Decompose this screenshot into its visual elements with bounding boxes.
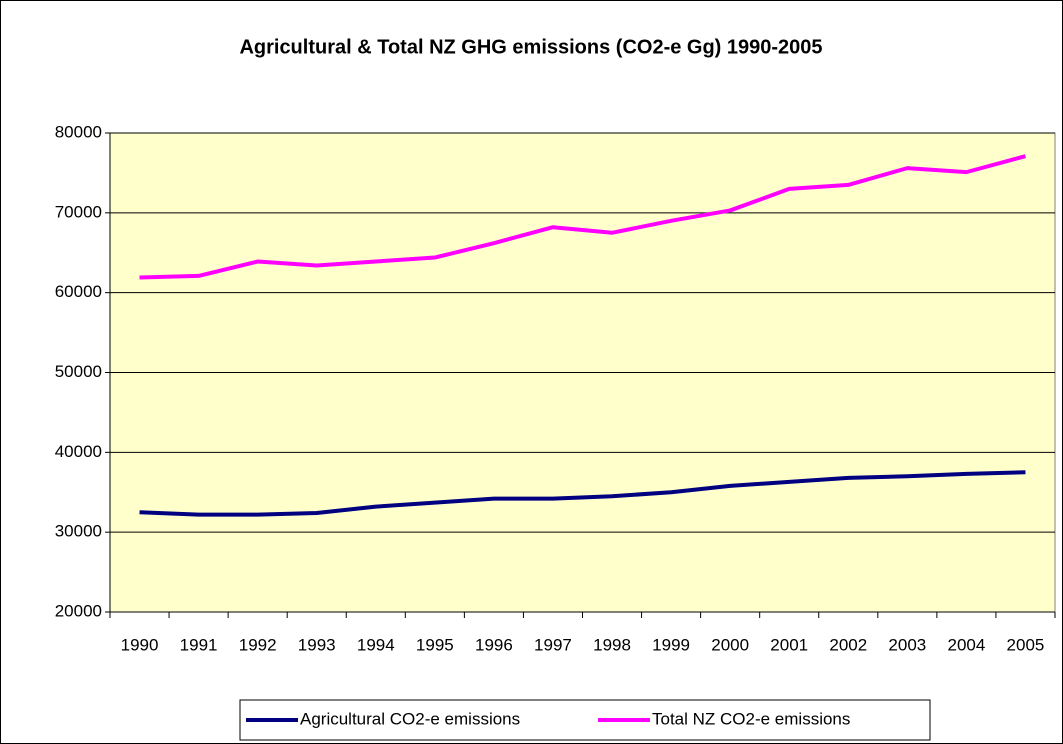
y-tick-label: 50000: [55, 362, 102, 381]
x-tick-label: 2003: [888, 635, 926, 654]
series-line: [139, 470, 1026, 517]
y-tick-label: 80000: [55, 122, 102, 141]
y-tick-label: 40000: [55, 442, 102, 461]
x-tick-label: 1992: [239, 635, 277, 654]
x-tick-label: 1996: [475, 635, 513, 654]
x-tick-label: 1990: [121, 635, 159, 654]
x-tick-label: 2004: [947, 635, 985, 654]
legend-box: [239, 699, 931, 741]
x-tick-label: 1998: [593, 635, 631, 654]
x-tick-label: 2001: [770, 635, 808, 654]
x-tick-label: 1991: [180, 635, 218, 654]
y-tick-label: 60000: [55, 282, 102, 301]
series-line: [139, 154, 1026, 280]
x-tick-label: 1997: [534, 635, 572, 654]
y-tick-label: 30000: [55, 522, 102, 541]
x-tick-label: 1999: [652, 635, 690, 654]
x-tick-label: 1993: [298, 635, 336, 654]
x-tick-label: 2002: [829, 635, 867, 654]
x-tick-label: 1994: [357, 635, 395, 654]
x-tick-label: 2000: [711, 635, 749, 654]
y-tick-label: 20000: [55, 601, 102, 620]
legend-label: Agricultural CO2-e emissions: [300, 709, 520, 728]
legend-label: Total NZ CO2-e emissions: [652, 709, 850, 728]
chart-title: Agricultural & Total NZ GHG emissions (C…: [239, 36, 822, 58]
x-tick-label: 2005: [1007, 635, 1045, 654]
y-tick-label: 70000: [55, 202, 102, 221]
x-tick-label: 1995: [416, 635, 454, 654]
